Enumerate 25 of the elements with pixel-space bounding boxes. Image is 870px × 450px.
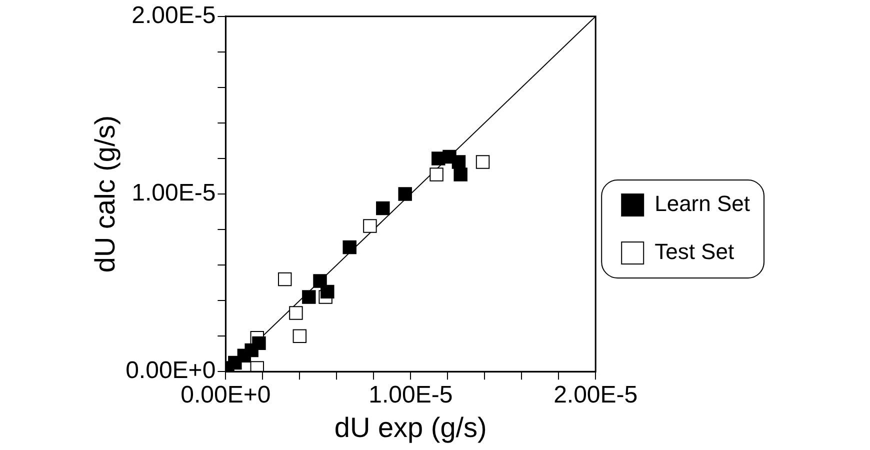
y-tick-label: 0.00E+0 [126, 357, 216, 384]
point [376, 201, 390, 216]
y-tick-label: 2.00E-5 [132, 2, 216, 30]
legend-label: Test Set [654, 239, 734, 264]
point [476, 155, 490, 169]
point [454, 168, 468, 182]
y-axis-title: dU calc (g/s) [90, 115, 121, 273]
point [452, 155, 466, 169]
point [398, 187, 412, 201]
point [320, 284, 334, 299]
point [302, 290, 316, 304]
point [313, 274, 327, 288]
point [292, 329, 307, 343]
x-tick-label: 2.00E-5 [554, 382, 638, 409]
x-tick-label: 0.00E+0 [180, 382, 271, 409]
point [289, 306, 303, 320]
point [363, 219, 377, 233]
x-tick-label: 1.00E-5 [368, 382, 453, 409]
point [342, 240, 356, 254]
point [278, 272, 292, 286]
x-axis-title: dU exp (g/s) [334, 412, 487, 443]
point [430, 168, 444, 182]
legend-label: Learn Set [654, 191, 750, 216]
y-tick-label: 1.00E-5 [132, 180, 216, 207]
point [252, 336, 266, 350]
